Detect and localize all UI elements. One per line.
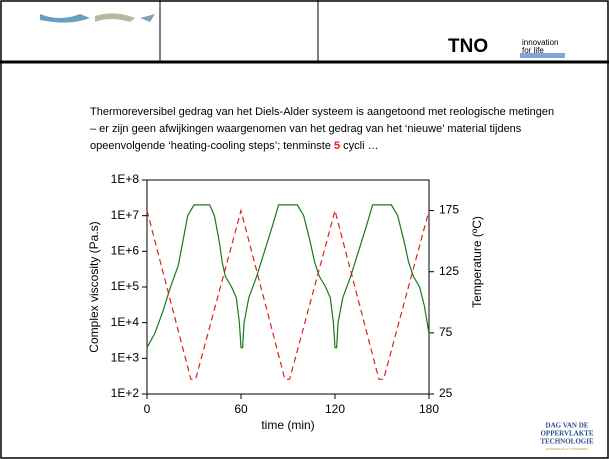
intro-text: Thermoreversibel gedrag van het Diels-Al…: [90, 104, 560, 155]
x-tick-label: 0: [144, 402, 151, 416]
y2-axis-label: Temperature (ºC): [470, 216, 484, 308]
y2-tick-label: 175: [439, 203, 459, 217]
logo-text: DAG VAN DE: [546, 422, 589, 430]
tagline-bar: [520, 53, 565, 58]
logo-text: OPPERVLAKTE: [540, 430, 593, 438]
y-tick-label: 1E+8: [111, 172, 140, 186]
series-line: [146, 208, 430, 380]
header-image: [40, 13, 155, 23]
series-line: [146, 204, 430, 349]
x-tick-label: 60: [234, 402, 248, 416]
logo-text: DONDERDAG 27 NOVEMBER: [546, 447, 589, 451]
x-tick-label: 120: [325, 402, 345, 416]
intro-highlight: 5: [334, 140, 341, 152]
x-tick-label: 180: [419, 402, 439, 416]
footer-logo: DAG VAN DE OPPERVLAKTE TECHNOLOGIE DONDE…: [540, 422, 594, 451]
y-tick-label: 1E+7: [111, 208, 140, 222]
tagline: innovation: [522, 38, 558, 47]
y-tick-label: 1E+5: [111, 279, 140, 293]
y-tick-label: 1E+6: [111, 244, 140, 258]
logo-text: TECHNOLOGIE: [540, 438, 594, 446]
intro-part: Thermoreversibel gedrag van het Diels-Al…: [90, 106, 555, 152]
y2-tick-label: 125: [439, 264, 459, 278]
y-axis-label: Complex viscosity (Pa.s): [87, 221, 101, 352]
y-tick-label: 1E+3: [111, 351, 140, 365]
y-tick-label: 1E+4: [111, 315, 140, 329]
tagline: for life: [522, 46, 544, 55]
x-axis-label: time (min): [261, 418, 314, 432]
intro-part: cycli …: [340, 140, 379, 152]
brand: TNO: [448, 36, 488, 57]
y-tick-label: 1E+2: [111, 386, 140, 400]
y2-tick-label: 75: [439, 325, 453, 339]
y2-tick-label: 25: [439, 386, 453, 400]
